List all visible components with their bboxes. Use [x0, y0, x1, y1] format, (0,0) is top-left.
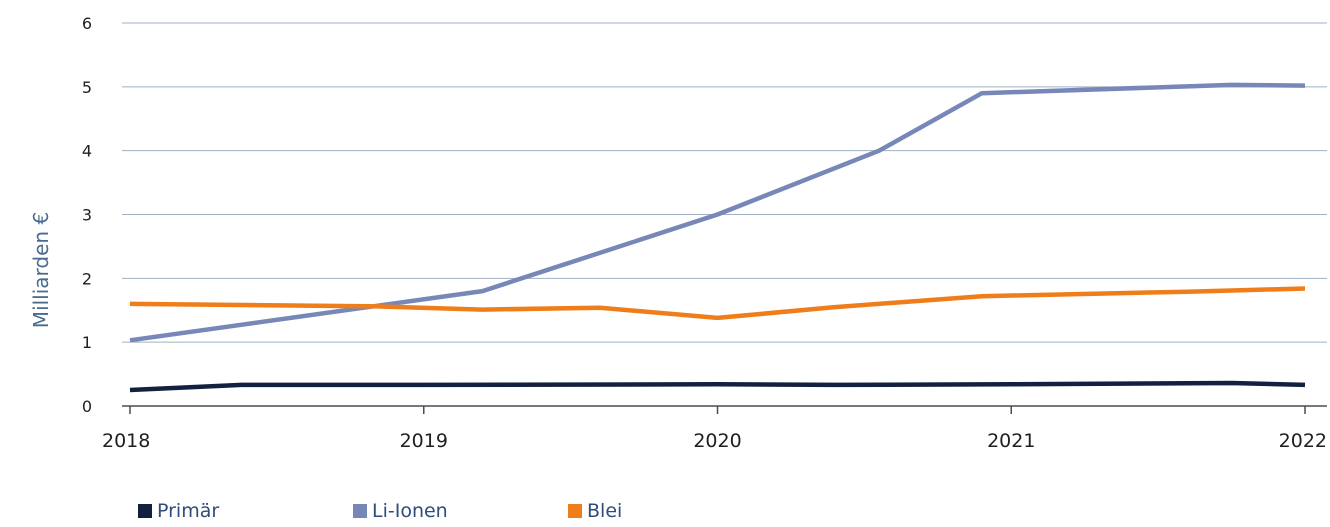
series-line-0: [129, 380, 1306, 393]
legend-swatch: [568, 504, 582, 518]
legend-label: Primär: [157, 500, 220, 522]
y-tick-label: 5: [82, 78, 92, 97]
y-tick-label: 6: [82, 14, 92, 33]
legend-swatch: [353, 504, 367, 518]
legend-item: Primär: [138, 500, 353, 522]
x-tick-label: 2018: [102, 430, 150, 452]
y-axis-ticks: 0 1 2 3 4 5 6: [82, 14, 92, 416]
legend: Primär Li-Ionen Blei: [138, 500, 783, 522]
y-tick-label: 3: [82, 206, 92, 225]
series-line-2: [129, 286, 1306, 321]
gridlines: [122, 22, 1327, 343]
y-tick-label: 4: [82, 142, 92, 161]
legend-item: Li-Ionen: [353, 500, 568, 522]
legend-swatch: [138, 504, 152, 518]
y-tick-label: 1: [82, 333, 92, 352]
legend-label: Blei: [587, 500, 623, 522]
x-tick-label: 2022: [1279, 430, 1327, 452]
x-tick-label: 2021: [987, 430, 1035, 452]
y-tick-label: 0: [82, 397, 92, 416]
x-tick-label: 2020: [693, 430, 741, 452]
y-axis-label: Milliarden €: [29, 212, 53, 328]
y-tick-label: 2: [82, 269, 92, 288]
legend-item: Blei: [568, 500, 783, 522]
series-line-1: [129, 82, 1306, 343]
legend-label: Li-Ionen: [372, 500, 448, 522]
x-tick-label: 2019: [400, 430, 448, 452]
x-axis: 2018 2019 2020 2021 2022: [102, 405, 1327, 452]
series-lines: [129, 82, 1306, 393]
